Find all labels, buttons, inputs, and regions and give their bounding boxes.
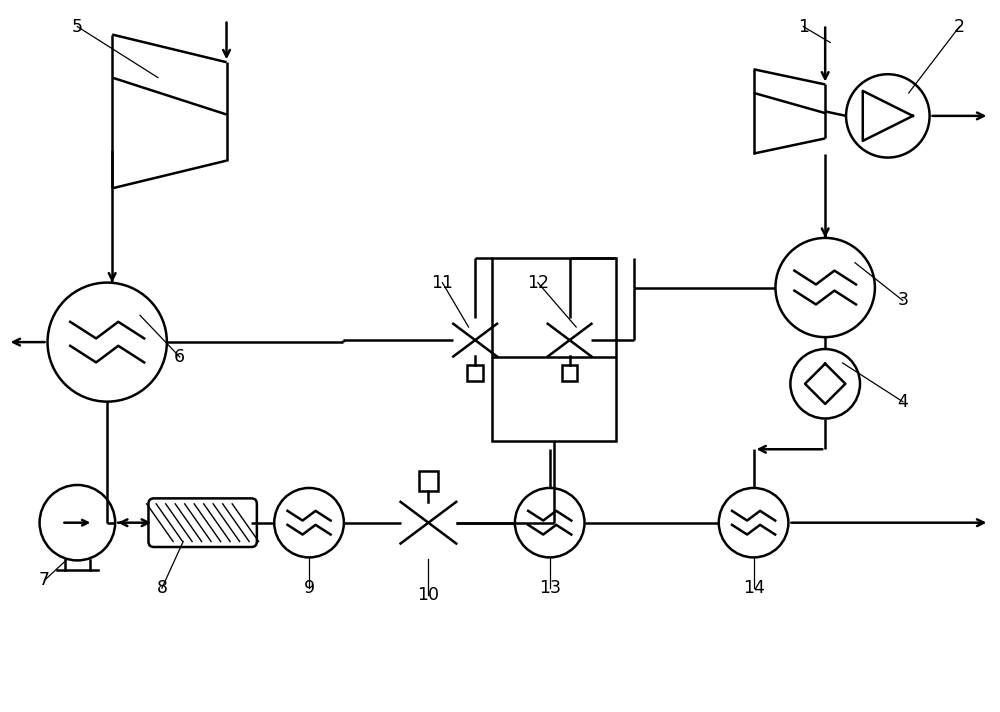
Text: 2: 2 xyxy=(954,18,965,36)
Text: 7: 7 xyxy=(39,571,50,590)
Text: 1: 1 xyxy=(798,18,809,36)
Bar xyxy=(467,365,483,380)
Text: 9: 9 xyxy=(304,579,315,597)
Text: 8: 8 xyxy=(156,579,167,597)
Text: 5: 5 xyxy=(72,18,83,36)
Text: 3: 3 xyxy=(897,291,908,310)
Text: 11: 11 xyxy=(431,273,453,292)
Bar xyxy=(562,365,577,380)
Bar xyxy=(492,258,616,441)
Bar xyxy=(419,471,438,491)
Text: 4: 4 xyxy=(897,392,908,411)
Text: 10: 10 xyxy=(417,586,439,604)
Text: 13: 13 xyxy=(539,579,561,597)
Text: 14: 14 xyxy=(743,579,765,597)
Text: 12: 12 xyxy=(527,273,549,292)
Text: 6: 6 xyxy=(174,348,185,366)
FancyBboxPatch shape xyxy=(148,498,257,547)
